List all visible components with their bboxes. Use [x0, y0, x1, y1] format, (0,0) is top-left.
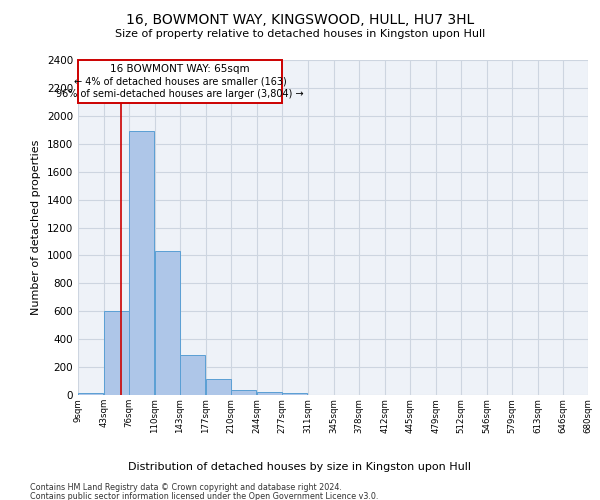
Bar: [129, 131, 154, 395]
Bar: [180, 354, 205, 395]
Text: 96% of semi-detached houses are larger (3,804) →: 96% of semi-detached houses are larger (…: [56, 90, 304, 100]
Bar: [155, 251, 180, 395]
Bar: [282, 394, 307, 395]
Bar: [231, 390, 256, 395]
Bar: [206, 379, 231, 395]
Text: 16 BOWMONT WAY: 65sqm: 16 BOWMONT WAY: 65sqm: [110, 64, 250, 74]
Bar: [104, 311, 129, 395]
Text: 16, BOWMONT WAY, KINGSWOOD, HULL, HU7 3HL: 16, BOWMONT WAY, KINGSWOOD, HULL, HU7 3H…: [126, 12, 474, 26]
Bar: [257, 392, 282, 395]
Text: Distribution of detached houses by size in Kingston upon Hull: Distribution of detached houses by size …: [128, 462, 472, 472]
Bar: [78, 393, 103, 395]
FancyBboxPatch shape: [78, 60, 282, 104]
Text: Size of property relative to detached houses in Kingston upon Hull: Size of property relative to detached ho…: [115, 29, 485, 39]
Y-axis label: Number of detached properties: Number of detached properties: [31, 140, 41, 315]
Text: Contains HM Land Registry data © Crown copyright and database right 2024.: Contains HM Land Registry data © Crown c…: [30, 484, 342, 492]
Text: ← 4% of detached houses are smaller (163): ← 4% of detached houses are smaller (163…: [74, 76, 286, 86]
Text: Contains public sector information licensed under the Open Government Licence v3: Contains public sector information licen…: [30, 492, 379, 500]
